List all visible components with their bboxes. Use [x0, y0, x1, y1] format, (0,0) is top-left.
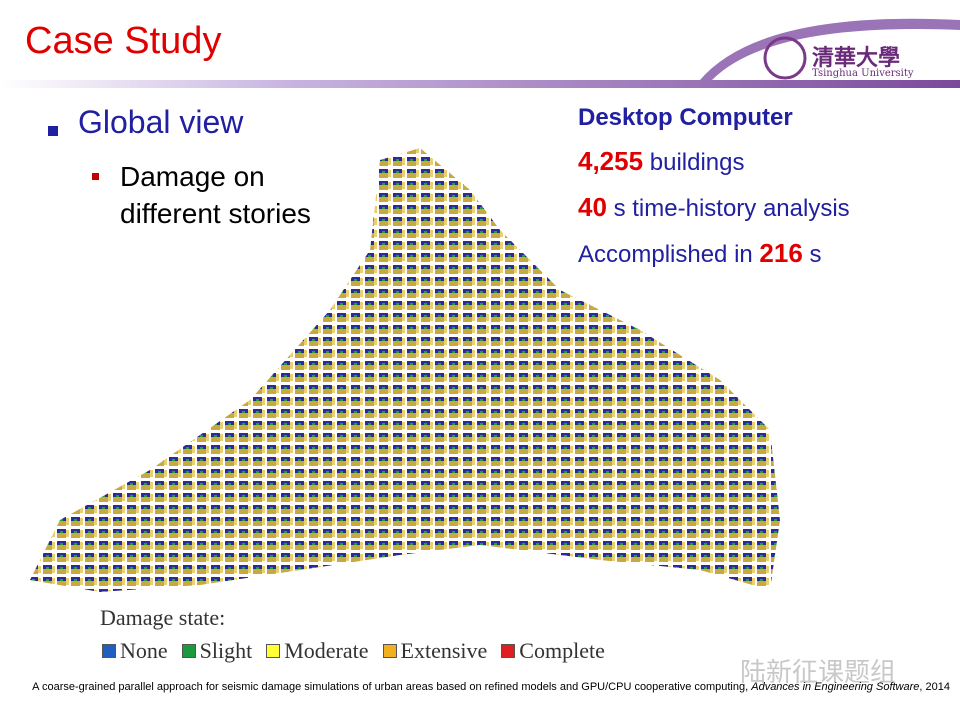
- slide-title: Case Study: [25, 20, 222, 62]
- stats-line: 4,255 buildings: [578, 146, 744, 177]
- legend-title: Damage state:: [100, 605, 226, 630]
- stat-text: buildings: [649, 149, 745, 176]
- legend-label: Extensive: [400, 638, 488, 663]
- legend-item: None: [102, 638, 168, 664]
- legend-label: Complete: [519, 638, 605, 663]
- legend-item: Slight: [181, 638, 253, 664]
- stat-number: 4,255: [578, 146, 644, 176]
- legend-item: Moderate: [266, 638, 369, 664]
- legend: None Slight Moderate Extensive Complete: [102, 638, 605, 664]
- stats-line: Accomplished in 216 s: [578, 238, 821, 269]
- legend-swatch: [102, 644, 116, 658]
- legend-label: None: [120, 638, 168, 663]
- citation-year: , 2014: [919, 681, 950, 693]
- legend-item: Complete: [501, 638, 605, 664]
- legend-item: Extensive: [382, 638, 488, 664]
- stat-text: s time-history analysis: [613, 195, 850, 222]
- citation: A coarse-grained parallel approach for s…: [32, 680, 950, 694]
- bullet-square-small: [92, 173, 99, 180]
- logo-en: Tsinghua University: [812, 68, 914, 79]
- city-render: [30, 148, 780, 592]
- stat-text: s: [809, 241, 822, 268]
- bullet-sub: Damage on different stories: [120, 161, 311, 229]
- citation-text: A coarse-grained parallel approach for s…: [32, 681, 749, 693]
- stat-number: 216: [759, 238, 803, 268]
- stat-text: Accomplished in: [578, 241, 753, 268]
- bullet-square: [48, 126, 58, 136]
- legend-swatch: [382, 644, 397, 658]
- stats-line: 40 s time-history analysis: [578, 192, 850, 223]
- logo-arc-inner: [712, 29, 960, 80]
- logo-seal: [763, 36, 807, 80]
- legend-label: Moderate: [284, 638, 369, 663]
- legend-label: Slight: [199, 638, 253, 663]
- watermark: 陆新征课题组: [740, 657, 897, 687]
- legend-swatch: [266, 644, 281, 658]
- legend-swatch: [181, 644, 196, 658]
- header-band: [0, 80, 960, 88]
- legend-swatch: [501, 644, 516, 658]
- stat-number: 40: [578, 192, 607, 222]
- citation-journal: Advances in Engineering Software: [751, 681, 920, 693]
- stats-heading: Desktop Computer: [578, 104, 793, 131]
- bullet-main: Global view: [78, 104, 244, 140]
- logo-cn: 清華大學: [812, 45, 901, 71]
